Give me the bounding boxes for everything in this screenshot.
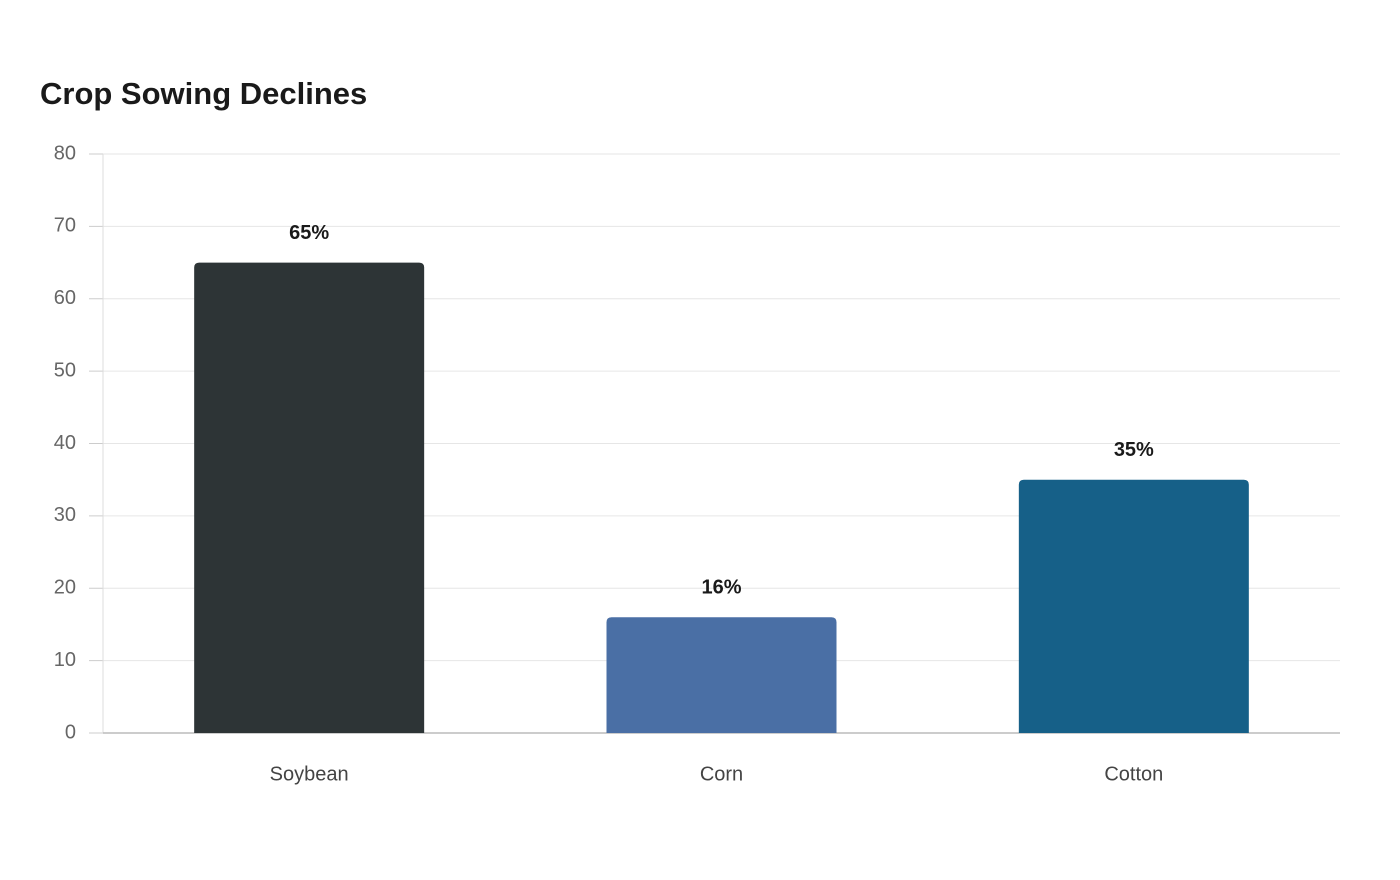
value-label: 35% <box>1114 439 1154 461</box>
y-tick-label: 20 <box>54 577 76 599</box>
chart-title: Crop Sowing Declines <box>40 76 367 111</box>
value-label: 16% <box>701 576 741 598</box>
y-tick-label: 70 <box>54 215 76 237</box>
y-tick-label: 50 <box>54 359 76 381</box>
bar <box>1018 479 1249 733</box>
x-tick-label: Soybean <box>270 763 349 785</box>
x-tick-label: Cotton <box>1104 763 1163 785</box>
bar <box>194 262 425 733</box>
y-tick-label: 10 <box>54 649 76 671</box>
value-label: 65% <box>289 222 329 244</box>
y-tick-label: 80 <box>54 142 76 164</box>
y-tick-label: 40 <box>54 432 76 454</box>
y-tick-label: 60 <box>54 287 76 309</box>
bar <box>606 617 837 733</box>
x-tick-label: Corn <box>700 763 743 785</box>
y-tick-label: 0 <box>65 721 76 743</box>
y-tick-label: 30 <box>54 504 76 526</box>
